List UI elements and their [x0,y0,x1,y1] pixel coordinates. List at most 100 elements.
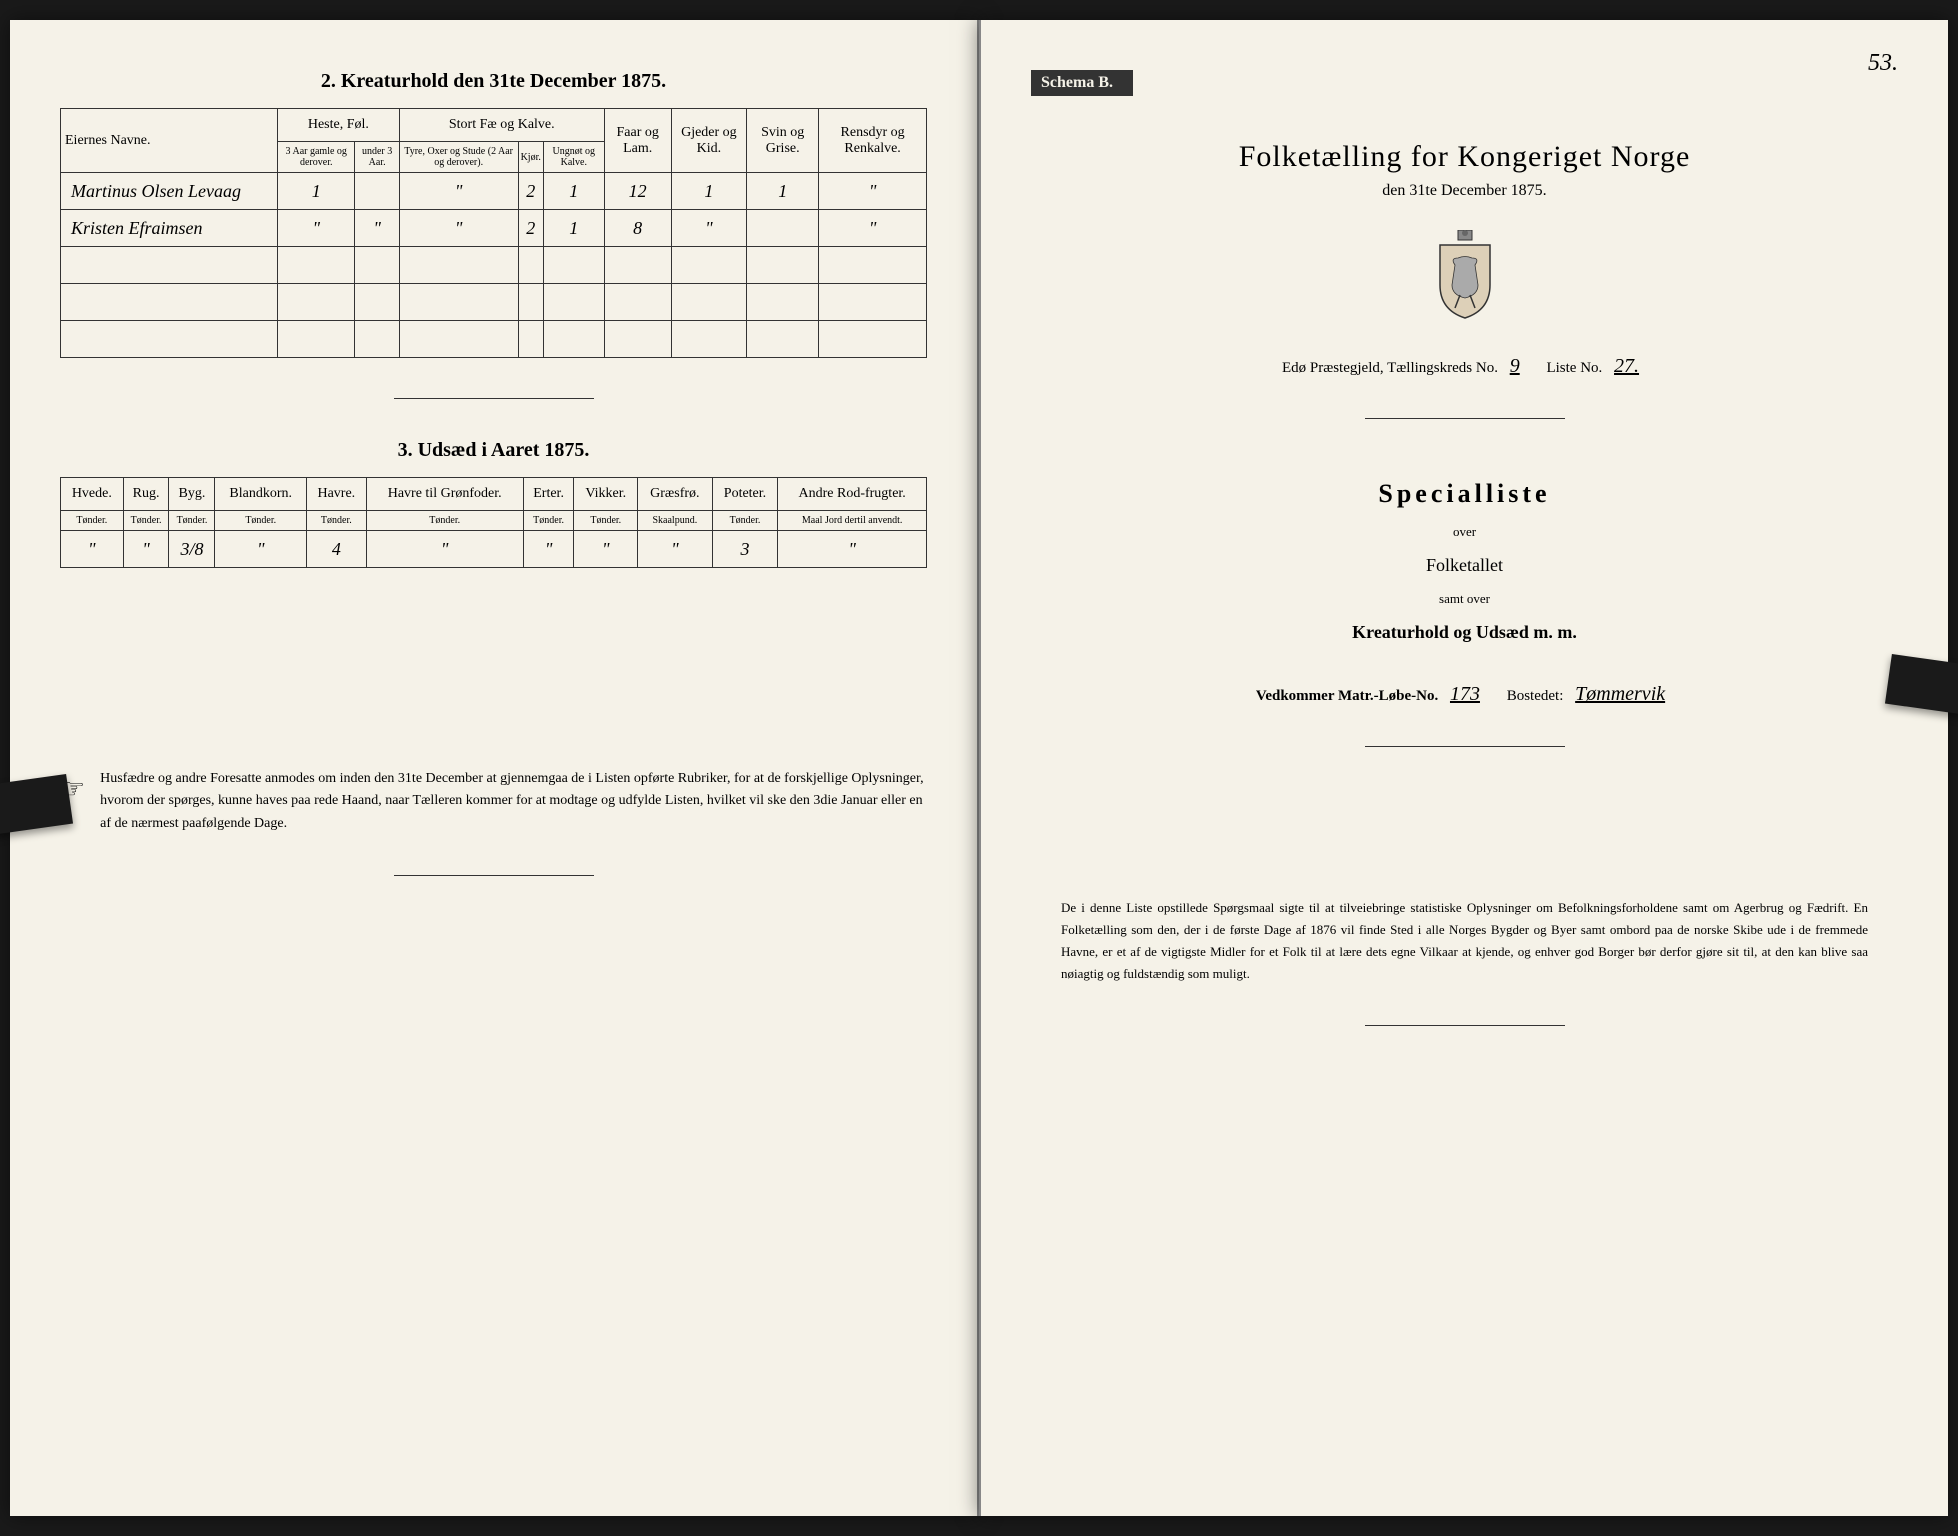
table-cell [747,247,819,284]
section3-title: 3. Udsæd i Aaret 1875. [60,439,927,462]
kreatur-line: Kreaturhold og Udsæd m. m. [1031,622,1898,643]
sub-stort1: Tyre, Oxer og Stude (2 Aar og derover). [399,142,518,173]
col-header: Rug. [123,478,169,511]
table-cell: " [123,531,169,568]
table-cell: 3 [712,531,778,568]
table-cell [61,321,278,358]
table-cell [278,247,355,284]
table-cell: " [819,210,927,247]
table-cell [543,247,604,284]
table-cell [355,284,399,321]
col-unit: Tønder. [215,511,307,531]
table-row: Martinus Olsen Levaag1"211211" [61,173,927,210]
sub-heste1: 3 Aar gamle og derover. [278,142,355,173]
col-unit: Skaalpund. [638,511,713,531]
matr-no: 173 [1442,683,1488,705]
col-header: Andre Rod-frugter. [778,478,927,511]
liste-no: 27. [1606,355,1647,377]
separator-r1 [1365,418,1565,419]
table-cell: 2 [518,210,543,247]
page-number: 53. [1868,50,1898,77]
vedkommer-line: Vedkommer Matr.-Løbe-No. 173 Bostedet: T… [1031,683,1898,706]
table-row [61,247,927,284]
section2-title: 2. Kreaturhold den 31te December 1875. [60,70,927,93]
vedkommer-label: Vedkommer Matr.-Løbe-No. [1256,688,1438,704]
table-cell: 1 [671,173,747,210]
table-cell [355,321,399,358]
separator-r2 [1365,746,1565,747]
col-heste: Heste, Føl. [278,109,400,142]
samt-over: samt over [1031,591,1898,607]
col-unit: Tønder. [366,511,523,531]
table-cell [61,284,278,321]
table-row: Kristen Efraimsen"""218"" [61,210,927,247]
col-header: Poteter. [712,478,778,511]
separator-bottom [394,875,594,876]
table-cell [543,284,604,321]
col-header: Græsfrø. [638,478,713,511]
table-cell [604,284,671,321]
table-cell [278,284,355,321]
bosted-label: Bostedet: [1507,688,1564,704]
table-cell: " [523,531,574,568]
separator-r3 [1365,1025,1565,1026]
table-cell [61,247,278,284]
table-cell: " [778,531,927,568]
table-row [61,321,927,358]
table-cell [747,284,819,321]
right-footer: De i denne Liste opstillede Spørgsmaal s… [1031,897,1898,985]
table-cell: " [574,531,638,568]
col-unit: Tønder. [123,511,169,531]
col-faar: Faar og Lam. [604,109,671,173]
table-cell [399,247,518,284]
col-header: Hvede. [61,478,124,511]
folketallet: Folketallet [1031,555,1898,576]
table-cell [355,247,399,284]
col-header: Erter. [523,478,574,511]
table-cell [604,321,671,358]
table-cell: 1 [543,210,604,247]
col-unit: Tønder. [169,511,215,531]
table-cell [671,284,747,321]
col-gjeder: Gjeder og Kid. [671,109,747,173]
col-unit: Tønder. [574,511,638,531]
table-cell: " [278,210,355,247]
table-cell: Kristen Efraimsen [61,210,278,247]
table-cell [747,210,819,247]
kreaturhold-table: Eiernes Navne. Heste, Føl. Stort Fæ og K… [60,108,927,358]
over-text: over [1031,524,1898,540]
col-stort: Stort Fæ og Kalve. [399,109,604,142]
table-cell [671,321,747,358]
separator [394,398,594,399]
table-cell [671,247,747,284]
page-clip-right [1885,654,1958,716]
col-unit: Tønder. [712,511,778,531]
praestegjeld-label: Edø Præstegjeld, Tællingskreds No. [1282,360,1498,376]
col-svin: Svin og Grise. [747,109,819,173]
table-cell [518,284,543,321]
table-row [61,284,927,321]
main-title: Folketælling for Kongeriget Norge [1031,140,1898,174]
schema-label: Schema B. [1031,70,1133,96]
table-cell: 1 [543,173,604,210]
table-cell: 3/8 [169,531,215,568]
table-cell: 12 [604,173,671,210]
col-name: Eiernes Navne. [61,109,278,173]
col-unit: Maal Jord dertil anvendt. [778,511,927,531]
left-page: 2. Kreaturhold den 31te December 1875. E… [10,20,979,1516]
table-cell: 8 [604,210,671,247]
specialliste-title: Specialliste [1031,479,1898,509]
coat-of-arms-icon [1031,230,1898,325]
book-spread: 2. Kreaturhold den 31te December 1875. E… [0,0,1958,1536]
table-cell [819,247,927,284]
table-cell: Martinus Olsen Levaag [61,173,278,210]
table-cell [399,321,518,358]
table-cell: " [61,531,124,568]
right-page: 53. Schema B. Folketælling for Kongerige… [979,20,1948,1516]
table-cell [355,173,399,210]
col-header: Havre. [306,478,366,511]
table-cell [518,321,543,358]
table-cell [518,247,543,284]
col-rensdyr: Rensdyr og Renkalve. [819,109,927,173]
udsaed-table: Hvede.Rug.Byg.Blandkorn.Havre.Havre til … [60,477,927,568]
